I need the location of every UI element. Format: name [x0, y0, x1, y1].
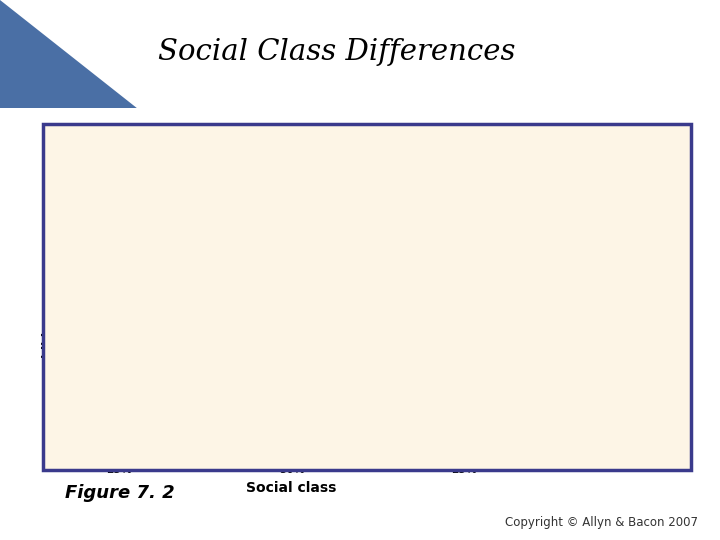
Text: 13–18 years: 13–18 years	[559, 227, 631, 240]
X-axis label: Social class: Social class	[246, 481, 337, 495]
Text: 12 years: 12 years	[559, 285, 611, 298]
Y-axis label: Children's IQ at age 4: Children's IQ at age 4	[42, 216, 55, 367]
Polygon shape	[0, 0, 137, 108]
Text: Figure 7. 2: Figure 7. 2	[65, 484, 174, 502]
Text: Copyright © Allyn & Bacon 2007: Copyright © Allyn & Bacon 2007	[505, 516, 698, 529]
Text: Mother's level
of education:: Mother's level of education:	[500, 154, 593, 183]
Text: 9–11 years: 9–11 years	[559, 332, 624, 345]
Text: Social Class Differences: Social Class Differences	[158, 38, 516, 66]
Text: 0–8 years: 0–8 years	[559, 373, 616, 386]
